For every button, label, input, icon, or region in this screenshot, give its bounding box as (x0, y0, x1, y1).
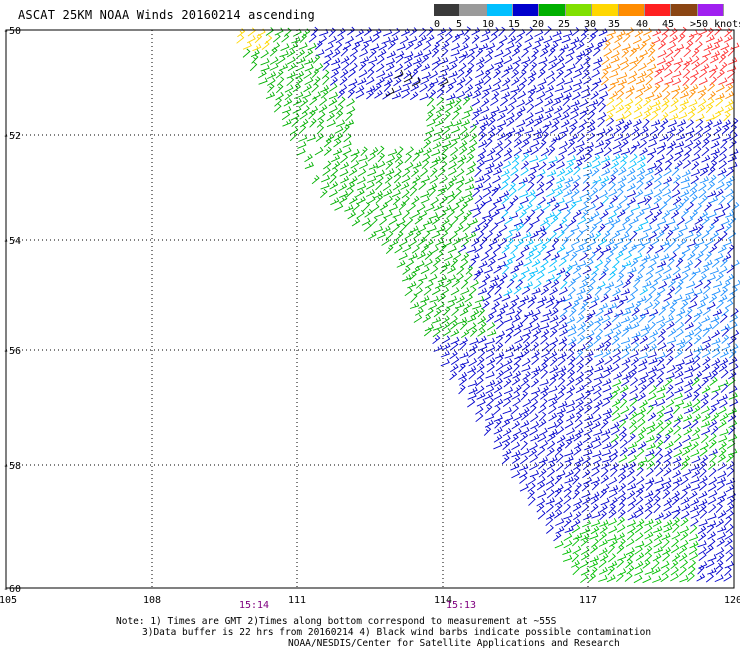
legend-swatch (592, 4, 619, 16)
legend-labels: 0 5 10 15 20 25 30 35 40 45 >50 knots (434, 19, 740, 33)
map-title: ASCAT 25KM NOAA Winds 20160214 ascending (18, 8, 315, 22)
tick-label: -60 (3, 584, 21, 595)
tick-label: -58 (3, 461, 21, 472)
axis-tick-labels: 105 108 111 114 117 120 -50 -52 -54 -56 -58 -60 15:1… (0, 26, 740, 611)
legend-label: 5 (456, 19, 463, 30)
legend-swatch (460, 4, 487, 16)
tick-label: 114 (434, 595, 452, 606)
legend-swatch (486, 4, 514, 16)
note-line-3: NOAA/NESDIS/Center for Satellite Applica… (288, 638, 620, 649)
wind-barbs-layer (236, 26, 740, 584)
legend-label: 25 (558, 19, 571, 30)
legend-swatch (644, 4, 672, 16)
legend-swatch (671, 4, 698, 16)
tick-label: 120 (724, 595, 740, 606)
legend-swatch (539, 4, 566, 16)
legend-label: 15 (508, 19, 521, 30)
plot-frame (5, 29, 735, 589)
legend-label: >50 knots (690, 19, 740, 30)
legend-label: 20 (532, 19, 545, 30)
wind-barb (237, 28, 246, 38)
legend-color-bar (434, 4, 724, 16)
legend-swatch (513, 4, 540, 16)
note-line-1: Note: 1) Times are GMT 2)Times along bot… (116, 616, 557, 627)
tick-label: 105 (0, 595, 17, 606)
tick-label: -52 (3, 131, 21, 142)
legend-swatch (618, 4, 645, 16)
tick-label: -54 (3, 236, 21, 247)
tick-label: -50 (3, 26, 21, 37)
legend-swatch (434, 4, 461, 16)
legend-label: 10 (482, 19, 495, 30)
legend-label: 0 (434, 19, 441, 30)
time-label: 15:14 (239, 600, 269, 611)
legend-label: 40 (636, 19, 649, 30)
time-label: 15:13 (446, 600, 476, 611)
tick-label: 117 (579, 595, 597, 606)
lat-lon-grid (6, 30, 734, 588)
tick-label: 108 (143, 595, 161, 606)
legend-label: 35 (608, 19, 621, 30)
legend-label: 45 (662, 19, 675, 30)
note-line-2: 3)Data buffer is 22 hrs from 20160214 4)… (142, 627, 652, 638)
legend-swatch (565, 4, 593, 16)
legend-swatch (697, 4, 724, 16)
footer-notes: Note: 1) Times are GMT 2)Times along bot… (116, 616, 651, 649)
wind-speed-legend: 0 5 10 15 20 25 30 35 40 45 >50 knots (434, 4, 740, 34)
tick-label: -56 (3, 346, 21, 357)
legend-label: 30 (584, 19, 597, 30)
tick-label: 111 (288, 595, 306, 606)
